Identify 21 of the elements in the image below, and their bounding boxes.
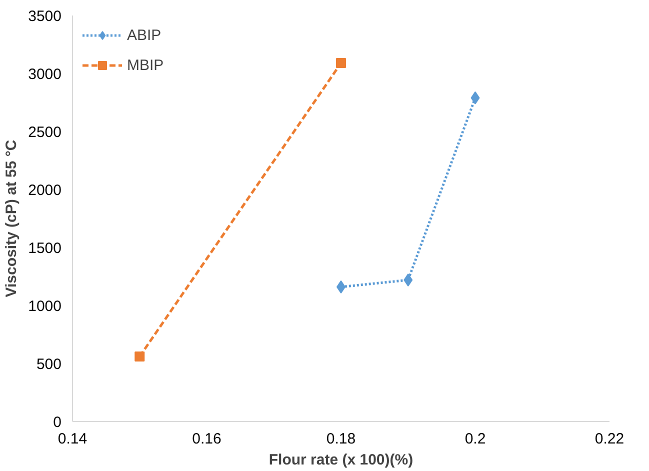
x-tick-label: 0.14 (58, 430, 88, 448)
y-tick-label: 3500 (28, 8, 62, 25)
y-axis-title: Viscosity (cP) at 55 °C (3, 140, 20, 298)
x-tick-label: 0.16 (192, 430, 222, 448)
y-tick-label: 0 (53, 414, 62, 431)
x-tick-label: 0.2 (464, 430, 486, 448)
y-tick-label: 2500 (28, 124, 62, 141)
point (134, 352, 145, 362)
y-tick-label: 1500 (28, 240, 62, 257)
point (336, 58, 346, 68)
y-tick-label: 3000 (28, 66, 62, 83)
point (404, 273, 413, 286)
y-tick-label: 500 (36, 356, 62, 373)
x-axis-title: Flour rate (x 100)(%) (268, 452, 414, 468)
y-tick-label: 2000 (28, 182, 62, 199)
y-tick-label: 1000 (28, 298, 62, 315)
legend-label: ABIP (127, 26, 162, 44)
point (470, 91, 480, 104)
x-tick-label: 0.18 (326, 430, 356, 448)
legend-label: MBIP (127, 56, 164, 74)
x-tick-label: 0.22 (594, 430, 624, 448)
